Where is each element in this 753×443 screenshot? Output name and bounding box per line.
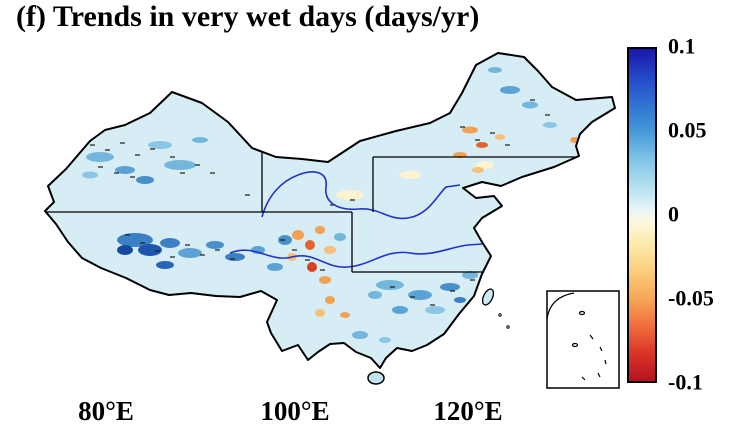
yangtze-river: [229, 243, 483, 268]
x-axis: 80°E 100°E 120°E: [0, 396, 753, 436]
colorbar-tick: -0.1: [668, 369, 703, 395]
colorbar-tick: 0.05: [668, 117, 707, 143]
rivers: [229, 171, 483, 268]
colorbar: [627, 47, 657, 383]
x-tick-label: 80°E: [78, 396, 134, 426]
colorbar-tick: 0.1: [668, 33, 696, 59]
china-map: [44, 52, 620, 389]
china-landmass: [45, 53, 615, 368]
islands: [367, 288, 510, 385]
hainan-island: [367, 371, 385, 385]
trend-field-patches: [82, 67, 580, 343]
x-tick-label: 120°E: [433, 396, 503, 426]
colorbar-tick: -0.05: [668, 285, 714, 311]
figure-title: (f) Trends in very wet days (days/yr): [16, 0, 480, 33]
south-china-sea-inset: [546, 290, 620, 389]
colorbar-tick-labels: 0.1 0.05 0 -0.05 -0.1: [668, 33, 752, 394]
region-boundaries: [45, 151, 580, 273]
yellow-river: [261, 171, 461, 220]
taiwan-island: [481, 288, 495, 306]
colorbar-tick: 0: [668, 201, 679, 227]
x-tick-label: 100°E: [260, 396, 330, 426]
